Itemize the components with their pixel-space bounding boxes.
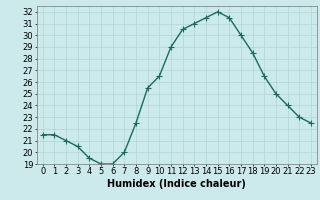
X-axis label: Humidex (Indice chaleur): Humidex (Indice chaleur) (108, 179, 246, 189)
